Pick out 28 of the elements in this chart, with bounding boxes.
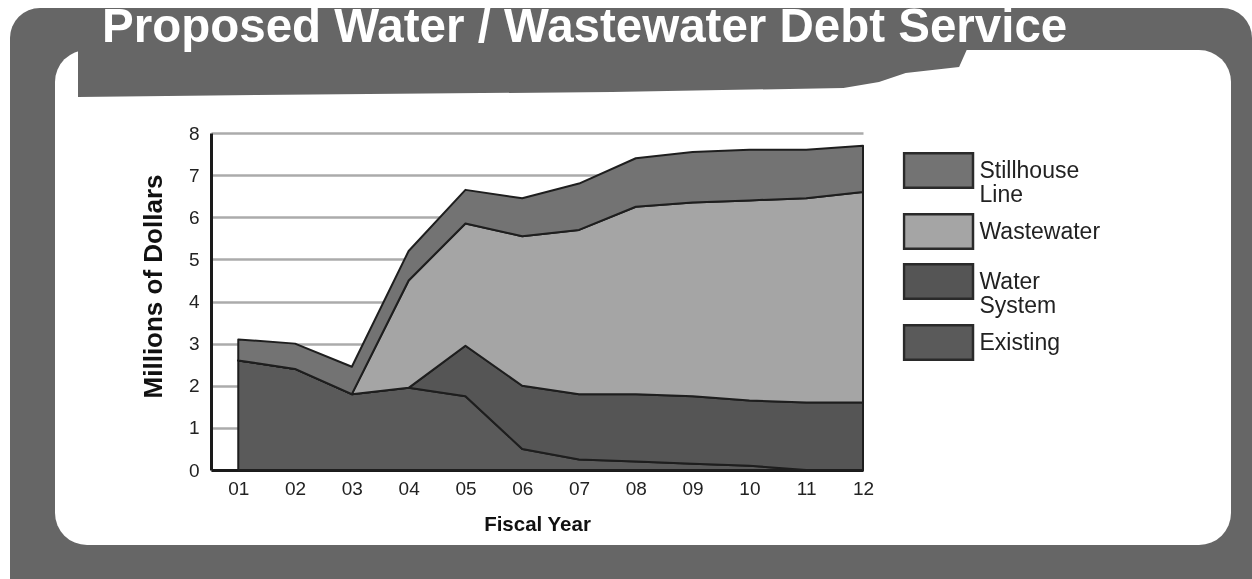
y-tick-label: 7	[188, 164, 200, 186]
x-tick-label: 11	[796, 477, 817, 499]
y-tick-label: 6	[188, 206, 200, 228]
legend-label: Water System	[979, 267, 1057, 318]
x-tick-label: 09	[682, 477, 704, 499]
x-tick-label: 06	[512, 477, 534, 499]
y-tick-label: 5	[188, 248, 200, 270]
legend-label: Wastewater	[979, 217, 1101, 244]
x-tick-label: 10	[739, 477, 761, 499]
x-axis-title: Fiscal Year	[484, 511, 591, 535]
x-tick-label: 08	[625, 477, 647, 499]
y-tick-label: 1	[188, 417, 200, 439]
y-tick-label: 8	[188, 122, 200, 144]
x-tick-label: 12	[852, 477, 875, 499]
x-tick-label: 07	[568, 477, 591, 499]
x-tick-label: 05	[455, 477, 477, 499]
x-tick-label: 04	[398, 477, 421, 499]
y-tick-label: 3	[188, 333, 200, 355]
x-tick-label: 03	[341, 477, 363, 499]
x-tick-label: 01	[228, 477, 250, 499]
y-tick-label: 2	[188, 375, 200, 397]
x-tick-label: 02	[284, 477, 307, 499]
y-tick-label: 4	[188, 291, 200, 312]
y-axis-title: Millions of Dollars	[137, 174, 168, 399]
legend-label: Stillhouse Line	[979, 156, 1080, 207]
chart-title: Proposed Water / Wastewater Debt Service	[102, 0, 1068, 52]
legend-label: Existing	[979, 328, 1061, 355]
y-tick-label: 0	[188, 459, 200, 481]
